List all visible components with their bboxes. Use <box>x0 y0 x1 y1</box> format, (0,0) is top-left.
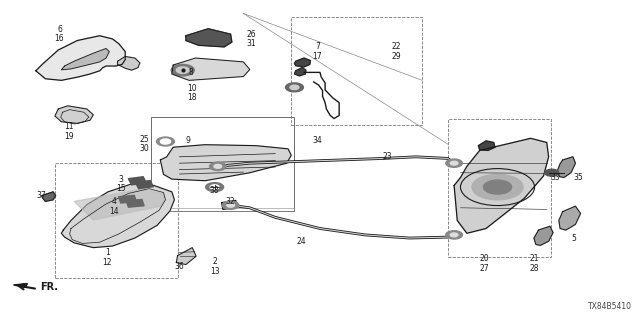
Bar <box>448 119 551 257</box>
Text: 10
18: 10 18 <box>188 84 197 102</box>
Circle shape <box>161 139 171 144</box>
Circle shape <box>472 174 523 200</box>
Polygon shape <box>559 206 580 230</box>
Polygon shape <box>61 49 109 70</box>
Polygon shape <box>294 68 306 76</box>
Polygon shape <box>534 226 553 245</box>
Text: 34: 34 <box>312 136 322 145</box>
Circle shape <box>446 231 463 239</box>
Circle shape <box>209 162 226 171</box>
Text: 32: 32 <box>226 197 236 206</box>
Polygon shape <box>61 184 174 248</box>
Polygon shape <box>55 106 93 123</box>
Polygon shape <box>42 192 56 201</box>
Text: 1
12: 1 12 <box>102 248 112 267</box>
Text: 20
27: 20 27 <box>480 254 490 273</box>
Circle shape <box>222 201 239 209</box>
Text: 26
31: 26 31 <box>246 29 256 48</box>
Bar <box>151 117 294 211</box>
Circle shape <box>176 67 189 73</box>
Circle shape <box>290 85 299 90</box>
Circle shape <box>483 180 511 194</box>
Text: 36: 36 <box>175 262 184 271</box>
Circle shape <box>285 83 303 92</box>
Text: 23: 23 <box>382 152 392 161</box>
Text: 7
17: 7 17 <box>312 42 323 61</box>
Text: 2
13: 2 13 <box>210 257 220 276</box>
Text: 5: 5 <box>571 234 576 243</box>
Text: 24: 24 <box>296 237 306 246</box>
Text: 3
15: 3 15 <box>116 174 125 193</box>
Polygon shape <box>36 36 125 80</box>
Circle shape <box>451 233 458 237</box>
Polygon shape <box>478 141 495 150</box>
Bar <box>291 17 422 125</box>
Polygon shape <box>13 284 28 287</box>
Circle shape <box>451 161 458 165</box>
Polygon shape <box>118 56 140 70</box>
Polygon shape <box>221 200 237 209</box>
Polygon shape <box>557 157 575 178</box>
Text: 33: 33 <box>550 173 560 182</box>
Text: 22
29: 22 29 <box>392 42 401 61</box>
Circle shape <box>545 169 559 176</box>
Circle shape <box>205 183 223 192</box>
Text: 4
14: 4 14 <box>109 197 118 216</box>
Text: FR.: FR. <box>40 283 58 292</box>
Polygon shape <box>176 248 196 265</box>
Polygon shape <box>454 138 548 233</box>
Polygon shape <box>294 58 310 67</box>
Circle shape <box>227 203 234 207</box>
Bar <box>126 199 144 207</box>
Text: 21
28: 21 28 <box>530 254 540 273</box>
Text: 35: 35 <box>574 173 584 182</box>
Bar <box>128 177 147 185</box>
Bar <box>135 180 154 189</box>
Text: 8: 8 <box>189 68 193 77</box>
Polygon shape <box>74 189 166 220</box>
Circle shape <box>172 64 194 76</box>
Bar <box>118 195 136 203</box>
Text: TX84B5410: TX84B5410 <box>588 302 632 311</box>
Circle shape <box>446 159 463 167</box>
Text: 11
19: 11 19 <box>64 122 74 141</box>
Polygon shape <box>186 29 232 47</box>
Circle shape <box>157 137 174 146</box>
Text: 25
30: 25 30 <box>140 135 149 153</box>
Circle shape <box>210 185 219 189</box>
Text: 9: 9 <box>186 136 190 145</box>
Polygon shape <box>172 58 250 80</box>
Polygon shape <box>161 145 291 181</box>
Bar <box>55 163 178 278</box>
Text: 6
16: 6 16 <box>54 25 64 44</box>
Text: 37: 37 <box>36 190 46 200</box>
Text: 38: 38 <box>210 186 220 195</box>
Circle shape <box>214 164 221 168</box>
